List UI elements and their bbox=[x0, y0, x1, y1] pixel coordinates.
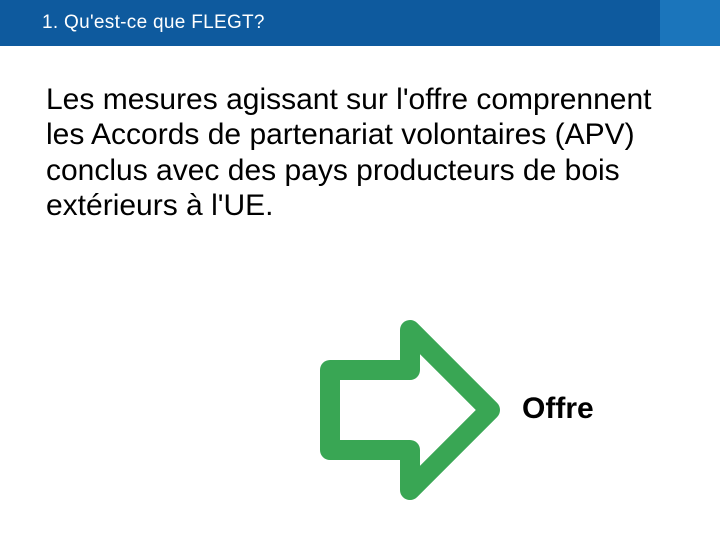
arrow-path bbox=[330, 330, 490, 490]
header-bar: 1. Qu'est-ce que FLEGT? bbox=[0, 0, 720, 46]
arrow-caption: Offre bbox=[522, 392, 594, 426]
header-accent bbox=[660, 0, 720, 46]
arrow-icon bbox=[310, 310, 510, 515]
body-paragraph: Les mesures agissant sur l'offre compren… bbox=[46, 82, 666, 224]
header-main: 1. Qu'est-ce que FLEGT? bbox=[0, 0, 660, 46]
slide-title: 1. Qu'est-ce que FLEGT? bbox=[42, 12, 265, 34]
